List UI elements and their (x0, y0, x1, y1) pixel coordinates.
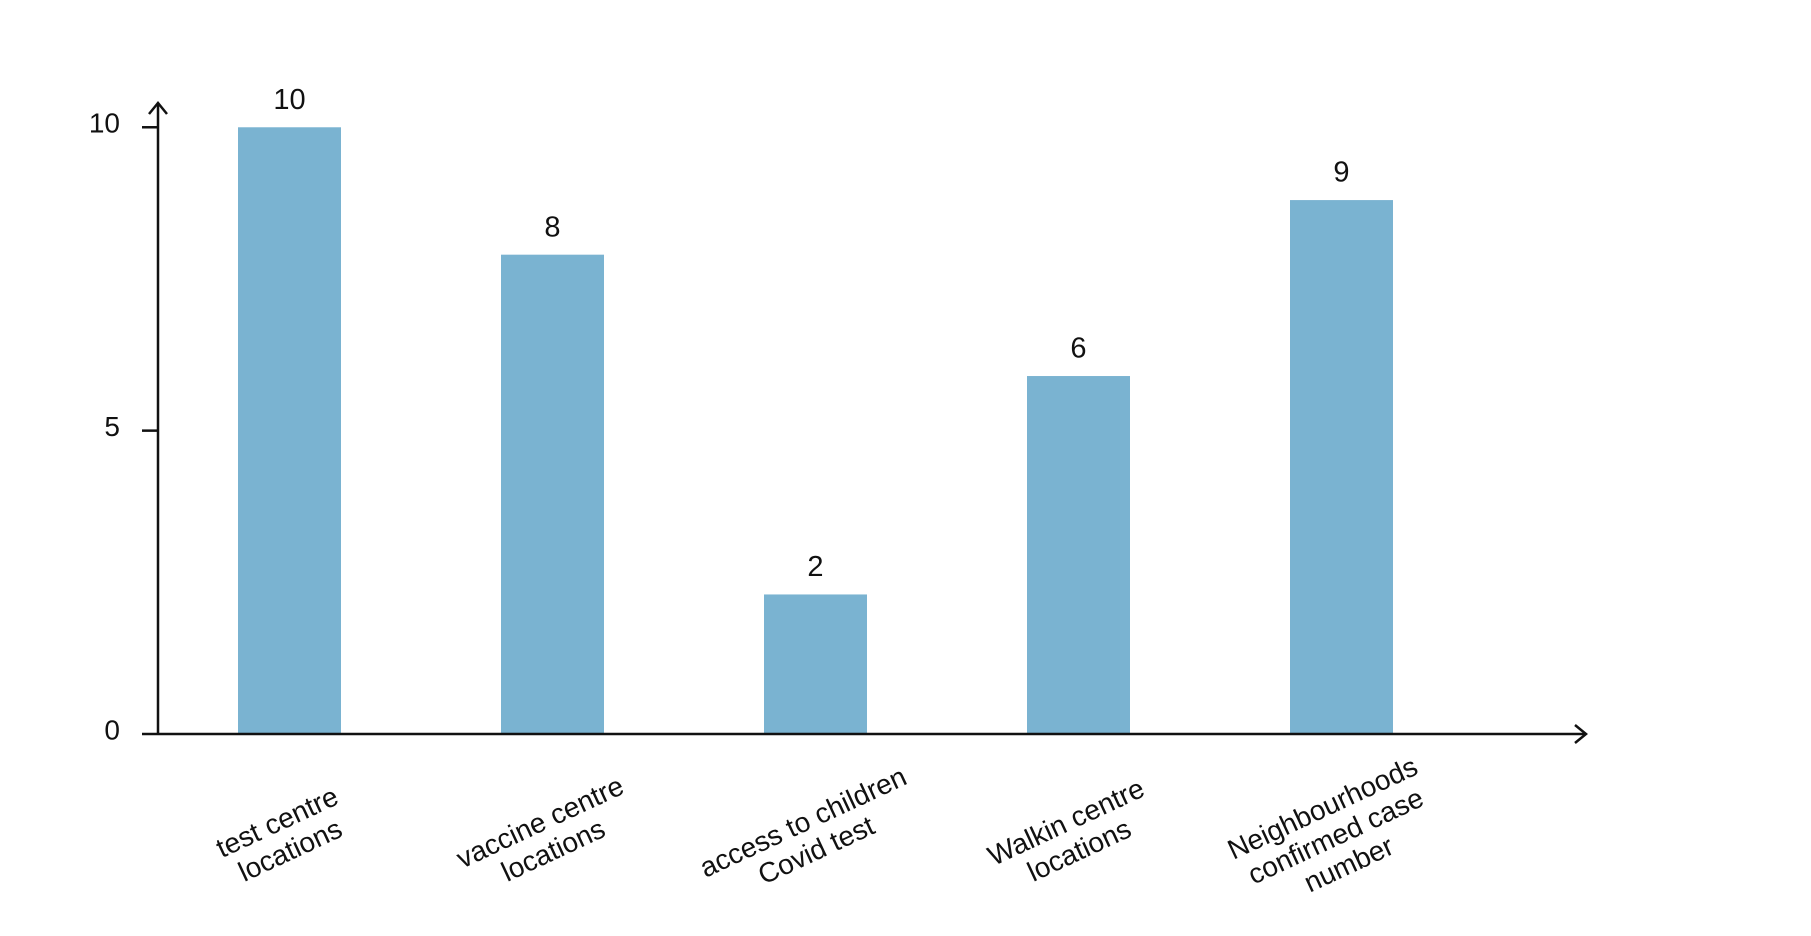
bar (764, 594, 867, 734)
value-label: 2 (807, 551, 823, 583)
y-tick-label: 5 (104, 411, 120, 442)
value-label: 10 (273, 84, 305, 116)
x-axis-arrow (1574, 724, 1588, 744)
axes (142, 101, 1588, 744)
value-label: 9 (1333, 157, 1349, 189)
bar (1027, 376, 1130, 734)
bar (238, 127, 341, 735)
value-label: 6 (1070, 333, 1086, 365)
y-tick-label: 0 (104, 714, 120, 745)
y-tick-label: 10 (89, 108, 120, 139)
y-axis-arrow (148, 101, 168, 115)
value-label: 8 (544, 211, 560, 243)
bar (1290, 200, 1393, 735)
bar (501, 254, 604, 735)
